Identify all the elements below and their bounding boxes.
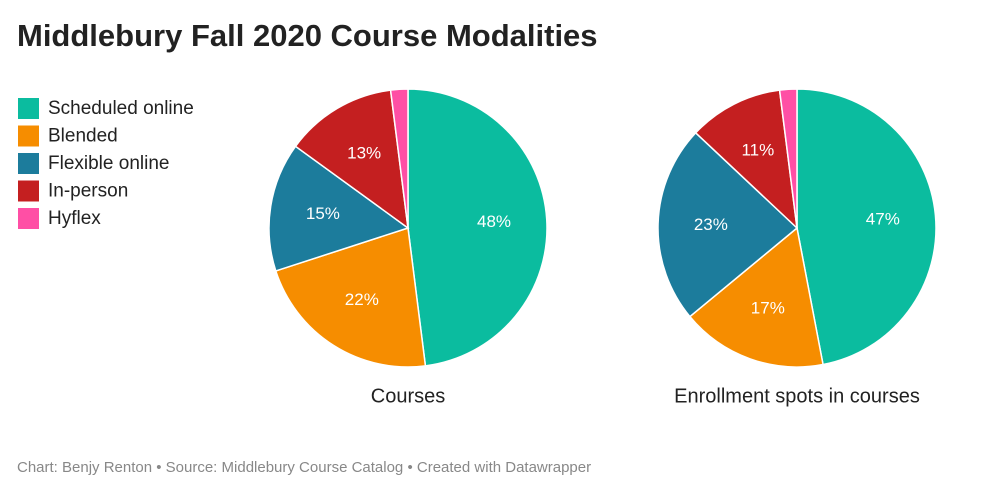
pie-caption: Enrollment spots in courses [674, 385, 920, 407]
pie-slice [268, 145, 410, 272]
slice-label: 47% [866, 209, 900, 228]
legend-swatch [18, 153, 39, 174]
pie-slice [274, 227, 427, 368]
legend-label: Hyflex [48, 208, 101, 229]
pie-slice [688, 226, 824, 368]
pie-slice [294, 89, 409, 230]
source-note: Chart: Benjy Renton • Source: Middlebury… [17, 459, 591, 476]
pie-slice [657, 131, 799, 318]
slice-label: 48% [477, 212, 511, 231]
slice-label: 13% [347, 143, 381, 162]
legend-label: Blended [48, 126, 118, 147]
pie-caption: Courses [371, 385, 445, 407]
chart-title: Middlebury Fall 2020 Course Modalities [17, 18, 598, 53]
slice-label: 23% [694, 215, 728, 234]
legend-swatch [18, 180, 39, 202]
pie-slice [407, 88, 548, 367]
legend-swatch [18, 98, 39, 119]
pie-slice [694, 89, 799, 230]
pie-slice [778, 88, 798, 229]
legend-swatch [18, 208, 39, 229]
legend-swatch [18, 125, 39, 147]
slice-label: 17% [751, 299, 785, 318]
pie-slice [389, 88, 409, 229]
slice-label: 11% [741, 141, 774, 160]
legend-label: Scheduled online [48, 98, 194, 119]
slice-label: 15% [306, 204, 340, 223]
slice-label: 22% [345, 290, 379, 309]
legend-label: Flexible online [48, 153, 169, 174]
pie-slice [796, 88, 937, 366]
legend-label: In-person [48, 181, 128, 202]
